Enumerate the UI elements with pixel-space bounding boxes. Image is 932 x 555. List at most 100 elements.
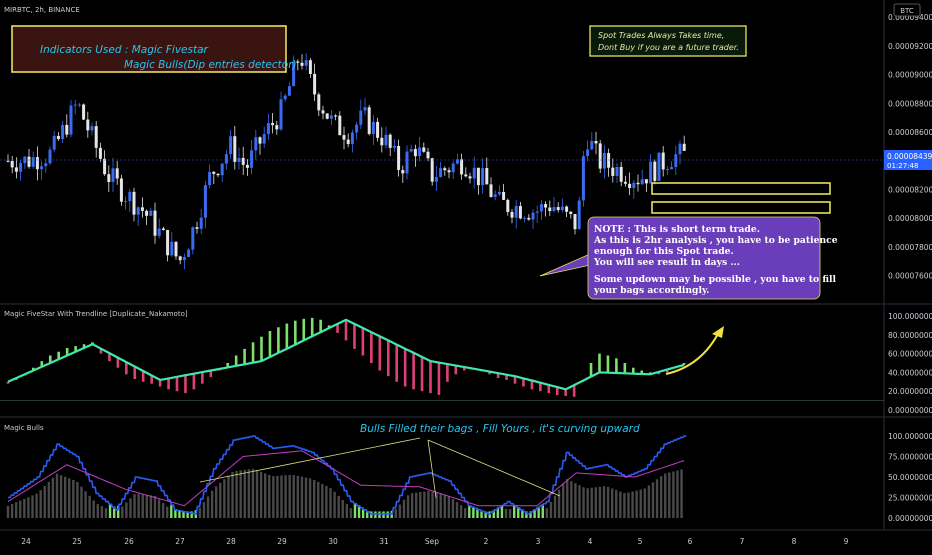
candle-body — [443, 168, 447, 171]
note-line-2: As this is 2hr analysis , you have to be… — [593, 235, 838, 246]
pane3-title[interactable]: Magic Bulls — [4, 424, 44, 432]
pane2-title[interactable]: Magic FiveStar With Trendline [Duplicate… — [4, 310, 188, 318]
candle-body — [510, 211, 514, 218]
bulls-bar — [521, 510, 524, 518]
bulls-bar — [268, 474, 271, 518]
fivestar-bar — [522, 378, 525, 387]
bulls-bar — [59, 475, 63, 518]
fivestar-bar — [623, 363, 627, 374]
candle-body — [678, 143, 682, 155]
curve-up-arrow — [665, 329, 721, 375]
candle-body — [271, 123, 275, 126]
bulls-bar — [345, 504, 349, 518]
fivestar-bar — [496, 373, 500, 379]
bulls-annotation: Bulls Filled their bags , Fill Yours , i… — [360, 423, 640, 435]
fivestar-bar — [234, 355, 238, 366]
fivestar-bar — [294, 320, 297, 345]
symbol-title[interactable]: MIRBTC, 2h, BINANCE — [4, 6, 80, 14]
candle-body — [237, 157, 241, 162]
candle-body — [514, 206, 518, 218]
bulls-bar — [288, 474, 291, 518]
candle-body — [413, 149, 417, 157]
bulls-bar — [325, 486, 328, 518]
fivestar-tick-label: 100.00000000 — [888, 312, 932, 321]
fivestar-bar — [319, 319, 322, 333]
candle-body — [640, 179, 644, 185]
annotation-line-1 — [199, 437, 421, 483]
candle-body — [208, 171, 212, 186]
bulls-bar — [512, 505, 516, 518]
bulls-bar — [349, 508, 353, 518]
candle-body — [472, 167, 476, 179]
fivestar-bar — [665, 369, 669, 373]
candle-body — [321, 110, 325, 114]
bulls-bar — [561, 483, 565, 518]
candle-body — [338, 115, 342, 136]
bulls-bar — [635, 490, 638, 518]
candle-body — [111, 168, 115, 182]
candle-body — [384, 134, 388, 146]
candle-body — [275, 125, 279, 130]
note-line-4: You will see result in days ... — [593, 257, 740, 268]
candle-body — [544, 204, 548, 208]
bulls-bar — [284, 475, 287, 518]
bulls-bar — [317, 481, 320, 518]
candle-body — [220, 163, 224, 176]
candle-body — [317, 94, 321, 111]
price-axis[interactable]: 0.00009400 0.00009200 0.00009000 0.00008800… — [888, 13, 932, 523]
bulls-bar — [423, 491, 426, 518]
bulls-bar — [251, 468, 255, 518]
indicators-line-2: Magic Bulls(Dip entries detector) — [124, 59, 297, 71]
fivestar-bar — [48, 355, 52, 363]
bulls-bar — [676, 470, 679, 518]
bulls-bar — [517, 508, 520, 518]
fivestar-bar — [488, 371, 491, 375]
candle-body — [132, 191, 136, 215]
indicators-line-1: Indicators Used : Magic Fivestar — [40, 44, 209, 56]
time-tick-label: 25 — [72, 537, 82, 546]
bulls-bar — [680, 469, 683, 518]
bulls-bar — [80, 486, 83, 518]
time-tick-label: Sep — [425, 537, 439, 546]
bulls-bar — [643, 488, 647, 518]
bulls-bar — [174, 509, 177, 518]
fivestar-tick-label: 40.00000000 — [888, 368, 932, 377]
candle-body — [229, 136, 233, 155]
bulls-bar — [353, 504, 357, 518]
time-tick-label: 6 — [688, 537, 693, 546]
candle-body — [19, 163, 23, 172]
bulls-bar — [402, 499, 406, 518]
candle-body — [535, 211, 539, 213]
bulls-bar — [157, 499, 161, 518]
candle-body — [107, 174, 111, 182]
fivestar-bar — [277, 327, 280, 353]
candle-body — [523, 217, 527, 219]
candle-body — [464, 174, 468, 177]
target-zone-1 — [651, 182, 831, 195]
time-axis[interactable]: 24 25 26 27 28 29 30 31 Sep 2 3 4 5 6 7 8 9 — [21, 537, 848, 546]
bulls-bar — [227, 475, 230, 518]
fivestar-bar — [141, 370, 145, 382]
fivestar-bar — [395, 344, 398, 382]
candle-body — [682, 143, 686, 151]
fivestar-bar — [327, 325, 331, 329]
currency-badge-box[interactable] — [893, 3, 921, 17]
fivestar-bar — [150, 375, 153, 384]
candle-body — [10, 161, 14, 168]
bulls-bar — [239, 470, 242, 518]
candle-body — [296, 61, 300, 63]
bulls-bar — [39, 490, 42, 518]
candle-body — [476, 167, 480, 186]
time-tick-label: 9 — [844, 537, 849, 546]
bulls-bar — [488, 511, 491, 518]
bulls-bar — [484, 511, 487, 518]
fivestar-bar — [547, 384, 551, 394]
bulls-bar — [276, 475, 279, 518]
fivestar-bar — [632, 367, 635, 374]
candle-body — [602, 153, 606, 169]
bulls-bar — [504, 508, 508, 518]
bulls-bar — [219, 482, 222, 518]
fivestar-bar — [32, 367, 35, 371]
